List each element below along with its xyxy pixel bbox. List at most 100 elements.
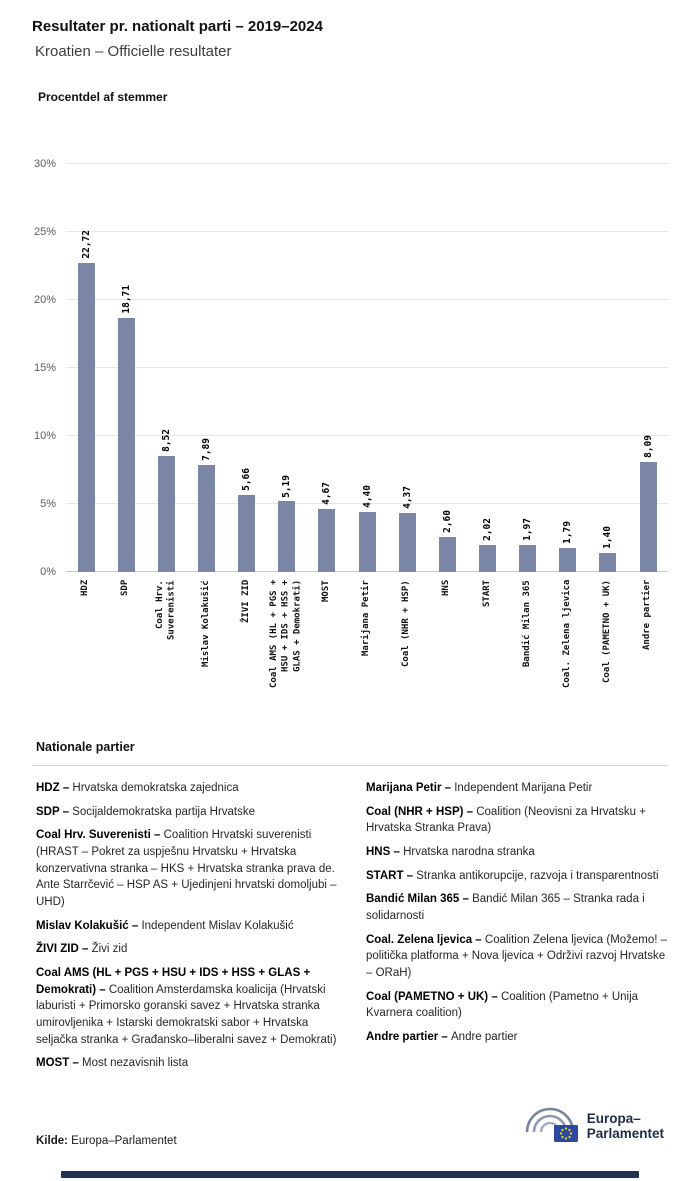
ep-logo-text: Europa– Parlamentet xyxy=(587,1111,664,1142)
party-definition: Coal (PAMETNO + UK) – Coalition (Pametno… xyxy=(366,989,668,1022)
categories-row: HDZ SDP Coal Hrv. Suverenisti Mislav Kolaku… xyxy=(66,572,668,738)
bar[interactable] xyxy=(358,512,376,572)
category-label: START xyxy=(481,580,492,608)
category-label: SDP xyxy=(120,580,131,597)
ep-logo-block: Europa– Parlamentet xyxy=(521,1105,664,1147)
party-definition: Marijana Petir – Independent Marijana Pe… xyxy=(366,780,668,797)
bar[interactable] xyxy=(639,461,657,572)
party-description: Živi zid xyxy=(91,943,128,956)
bar-value-label: 5,66 xyxy=(241,468,253,492)
party-definition: Mislav Kolakušić – Independent Mislav Ko… xyxy=(36,918,338,935)
chart-title: Procentdel af stemmer xyxy=(38,90,168,104)
party-name: Bandić Milan 365 – xyxy=(366,893,473,906)
bar[interactable] xyxy=(77,263,95,572)
category-label: Mislav Kolakušić xyxy=(200,580,211,667)
source-note: Kilde: Europa–Parlamentet xyxy=(36,1135,177,1147)
page-subtitle: Kroatien – Officielle resultater xyxy=(35,43,232,60)
bar-value-label: 8,09 xyxy=(642,435,654,458)
y-tick-label: 15% xyxy=(33,362,56,374)
y-tick-label: 5% xyxy=(40,498,56,511)
source-text: Europa–Parlamentet xyxy=(71,1135,177,1148)
bar-column: 4,40 xyxy=(347,164,387,572)
y-tick-label: 20% xyxy=(33,294,56,307)
bar-value-label: 2,60 xyxy=(441,509,453,533)
bar-value-label: 1,97 xyxy=(522,518,534,542)
category-column: Marijana Petir xyxy=(347,572,387,738)
category-label: Coal AMS (HL + PGS + HSU + IDS + HSS + G… xyxy=(269,580,303,689)
bar-column: 18,71 xyxy=(106,164,146,572)
gridline xyxy=(66,299,668,301)
bar-column: 1,97 xyxy=(508,164,548,572)
gridline xyxy=(66,231,668,232)
party-name: Coal (PAMETNO + UK) – xyxy=(366,990,501,1003)
category-column: Coal (PAMETNO + UK) xyxy=(588,572,628,738)
plot-area: 22,72 18,71 8,52 7,89 5,66 5,19 4,67 4,40 4,37 2,… xyxy=(66,163,668,572)
bars-row: 22,72 18,71 8,52 7,89 5,66 5,19 4,67 4,40 4,37 2,… xyxy=(66,164,668,572)
party-name: Coal. Zelena ljevica – xyxy=(366,933,485,946)
category-column: Coal Hrv. Suverenisti xyxy=(146,572,186,738)
bar[interactable] xyxy=(318,508,336,572)
y-tick-label: 0% xyxy=(40,566,56,578)
bar-column: 8,52 xyxy=(146,164,186,572)
category-column: START xyxy=(467,572,507,738)
bar[interactable] xyxy=(519,545,537,572)
gridline xyxy=(66,435,668,437)
bottom-bar xyxy=(61,1171,639,1179)
category-column: MOST xyxy=(307,572,347,738)
bar[interactable] xyxy=(117,317,135,572)
party-definition: START – Stranka antikorupcije, razvoja i… xyxy=(366,868,668,885)
bar[interactable] xyxy=(438,536,456,572)
bar-value-label: 1,79 xyxy=(562,520,574,544)
party-name: START – xyxy=(366,869,417,882)
party-name: Coal Hrv. Suverenisti – xyxy=(36,829,164,842)
ep-logo-icon xyxy=(525,1107,578,1143)
footer: Kilde: Europa–Parlamentet Europa– Parlam… xyxy=(32,1105,668,1147)
party-description: Most nezavisnih lista xyxy=(82,1057,189,1070)
y-tick-label: 30% xyxy=(33,158,56,170)
party-name: HNS – xyxy=(366,846,404,859)
gridline xyxy=(66,367,668,368)
category-label: Marijana Petir xyxy=(361,580,372,656)
party-description: Andre partier xyxy=(451,1031,518,1044)
ep-logo-text-line2: Parlamentet xyxy=(586,1126,664,1142)
bar[interactable] xyxy=(398,512,416,572)
category-label: Bandić Milan 365 xyxy=(521,580,532,667)
category-label: MOST xyxy=(321,580,332,602)
bar[interactable] xyxy=(157,456,175,572)
party-name: HDZ – xyxy=(36,782,73,794)
bar[interactable] xyxy=(278,501,296,572)
bar[interactable] xyxy=(197,464,215,572)
category-label: Coal Hrv. Suverenisti xyxy=(154,580,177,640)
bar-value-label: 2,02 xyxy=(481,517,493,541)
party-definition: HNS – Hrvatska narodna stranka xyxy=(366,844,668,861)
party-description: Independent Mislav Kolakušić xyxy=(141,919,294,932)
party-definition: Andre partier – Andre partier xyxy=(366,1029,668,1046)
source-label: Kilde: xyxy=(36,1135,68,1148)
category-label: Coal. Zelena ljevica xyxy=(561,580,572,689)
category-column: Andre partier xyxy=(628,572,668,738)
party-definition: ŽIVI ZID – Živi zid xyxy=(36,941,338,958)
party-name: Coal AMS (HL + PGS + HSU + IDS + HSS + G… xyxy=(36,967,311,996)
bar-column: 2,02 xyxy=(467,164,507,572)
party-definition: Coal Hrv. Suverenisti – Coalition Hrvats… xyxy=(36,827,338,910)
section-divider xyxy=(32,765,668,766)
bar[interactable] xyxy=(478,544,496,572)
party-name: MOST – xyxy=(36,1057,83,1070)
bar[interactable] xyxy=(559,547,577,572)
bar-column: 22,72 xyxy=(66,164,106,572)
bar-column: 5,66 xyxy=(227,164,267,572)
bar[interactable] xyxy=(599,552,617,572)
y-tick-label: 10% xyxy=(33,430,56,443)
bar-column: 4,67 xyxy=(307,164,347,572)
party-description: Independent Marijana Petir xyxy=(454,782,593,794)
page-title: Resultater pr. nationalt parti – 2019–20… xyxy=(32,18,323,35)
category-label: Coal (NHR + HSP) xyxy=(401,580,412,667)
party-name: Marijana Petir – xyxy=(366,782,455,794)
party-description: Coalition Amsterdamska koalicija (Hrvats… xyxy=(36,983,337,1046)
category-label: ŽIVI ZID xyxy=(240,580,251,624)
party-description: Bandić Milan 365 – Stranka rada i solida… xyxy=(366,893,645,923)
category-label: HNS xyxy=(441,580,452,597)
bar[interactable] xyxy=(238,495,256,572)
party-definition: Coal (NHR + HSP) – Coalition (Neovisni z… xyxy=(366,804,668,837)
party-definition: SDP – Socijaldemokratska partija Hrvatsk… xyxy=(36,804,338,821)
